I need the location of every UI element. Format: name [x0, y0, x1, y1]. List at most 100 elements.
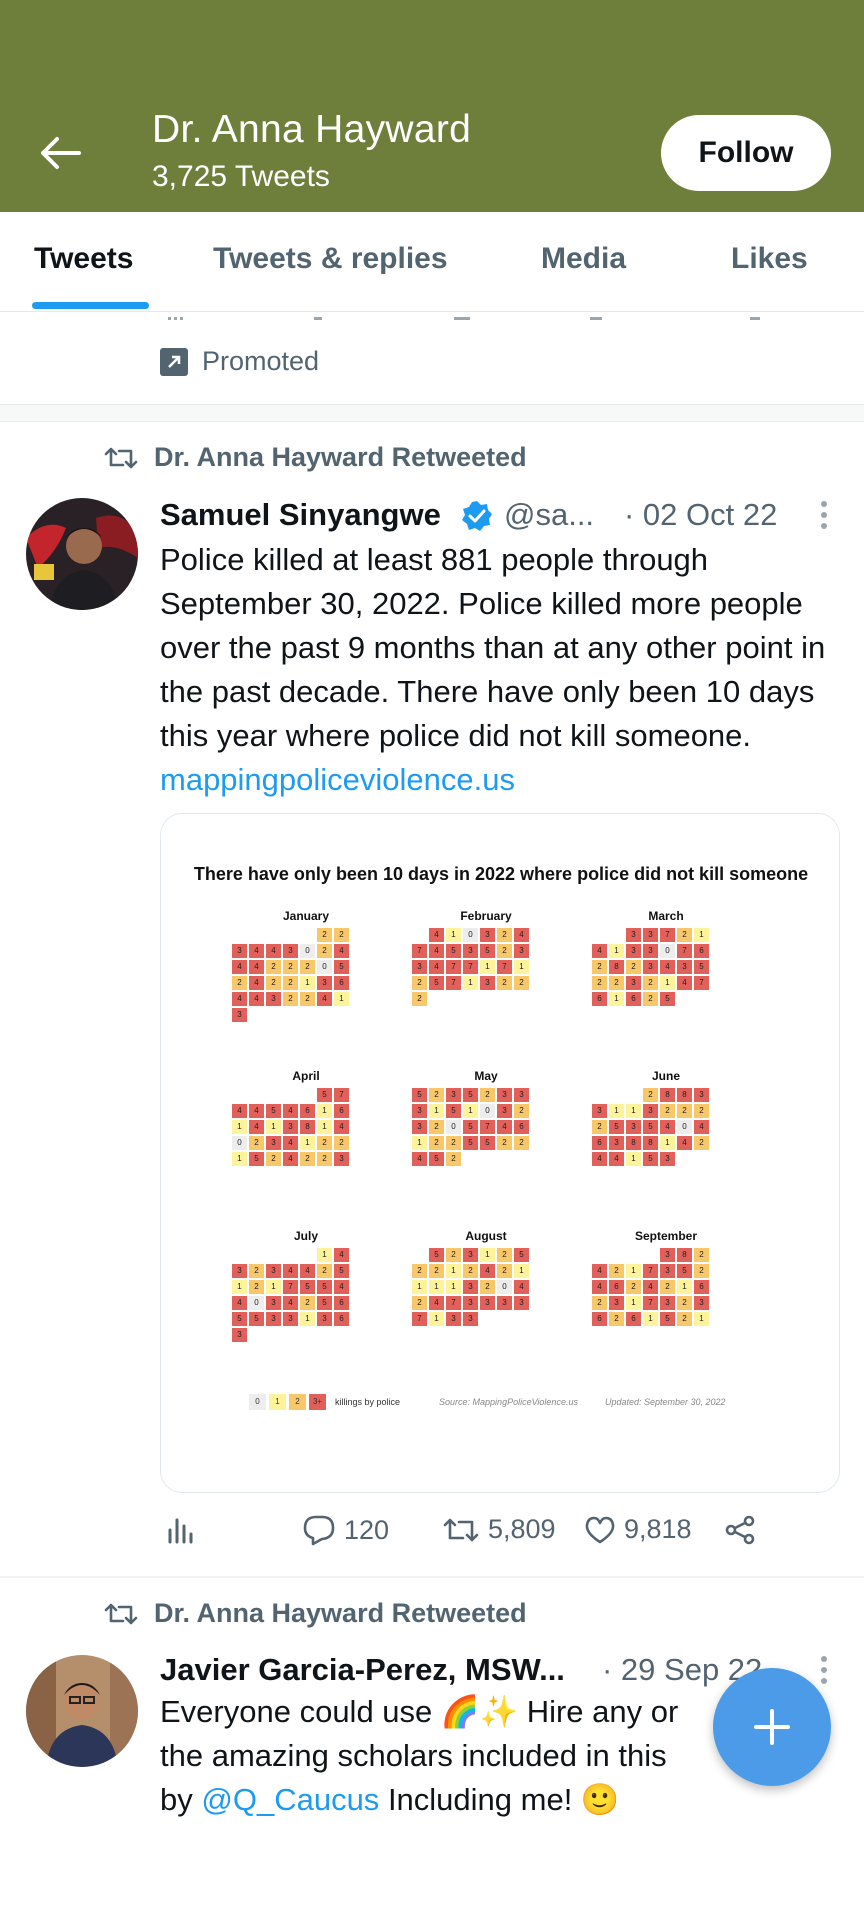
tab-tweets-and-replies[interactable]: Tweets & replies — [213, 242, 448, 275]
share-button[interactable] — [724, 1514, 756, 1546]
like-count: 9,818 — [624, 1514, 692, 1544]
tab-media[interactable]: Media — [541, 242, 627, 275]
day-cell: 3 — [676, 959, 693, 975]
retweet-context: Dr. Anna Hayward Retweeted — [104, 442, 527, 473]
day-cell: 1 — [462, 1103, 479, 1119]
day-cell: 1 — [479, 959, 496, 975]
day-cell: 2 — [608, 975, 625, 991]
month-label: August — [465, 1229, 507, 1243]
day-cell: 1 — [299, 1311, 316, 1327]
day-cell: 3 — [445, 1311, 462, 1327]
more-options-icon[interactable] — [818, 499, 830, 539]
compose-tweet-button[interactable] — [713, 1668, 831, 1786]
day-cell: 3 — [625, 927, 642, 943]
day-cell: 4 — [513, 927, 530, 943]
day-cell: 0 — [496, 1279, 513, 1295]
tweet-actions: 120 5,809 9,818 — [160, 1514, 800, 1554]
day-cell: 5 — [316, 1279, 333, 1295]
day-cell: 2 — [693, 1263, 710, 1279]
day-cell: 2 — [513, 975, 530, 991]
retweet-icon — [104, 447, 138, 468]
retweet-button[interactable]: 5,809 — [442, 1514, 556, 1545]
day-cell: 1 — [659, 1135, 676, 1151]
day-cell: 5 — [231, 1311, 248, 1327]
follow-button[interactable]: Follow — [661, 115, 831, 191]
day-cell: 5 — [693, 959, 710, 975]
like-button[interactable]: 9,818 — [584, 1514, 692, 1545]
day-cell: 3 — [231, 1263, 248, 1279]
day-cell: 2 — [316, 1263, 333, 1279]
day-cell: 1 — [445, 1263, 462, 1279]
day-cell: 2 — [282, 959, 299, 975]
heart-icon — [585, 1516, 615, 1543]
day-cell: 2 — [642, 975, 659, 991]
day-cell: 7 — [445, 975, 462, 991]
day-cell: 5 — [316, 1087, 333, 1103]
day-cell: 2 — [231, 975, 248, 991]
day-cell: 3 — [462, 1247, 479, 1263]
tweet-link[interactable]: mappingpoliceviolence.us — [160, 762, 516, 797]
legend-swatch-1: 1 — [269, 1394, 286, 1410]
day-cell: 5 — [428, 1151, 445, 1167]
tab-likes[interactable]: Likes — [731, 242, 808, 275]
day-cell: 3 — [513, 1295, 530, 1311]
day-cell: 2 — [411, 975, 428, 991]
day-cell: 3 — [282, 1119, 299, 1135]
day-cell: 0 — [659, 943, 676, 959]
day-cell: 5 — [248, 1311, 265, 1327]
day-cell: 2 — [496, 1135, 513, 1151]
day-cell: 1 — [445, 1279, 462, 1295]
day-cell: 5 — [676, 1263, 693, 1279]
day-cell: 2 — [625, 959, 642, 975]
day-cell: 7 — [659, 927, 676, 943]
reply-icon — [303, 1515, 335, 1546]
day-cell: 4 — [248, 1119, 265, 1135]
day-cell: 5 — [462, 1119, 479, 1135]
day-cell: 4 — [659, 959, 676, 975]
tweet-media-card[interactable]: There have only been 10 days in 2022 whe… — [160, 813, 840, 1493]
retweet-icon — [443, 1518, 479, 1541]
month-label: January — [282, 909, 330, 923]
month-label: June — [651, 1069, 680, 1083]
day-cell: 3 — [642, 943, 659, 959]
back-button[interactable] — [30, 128, 90, 178]
tweet-date[interactable]: · 02 Oct 22 — [624, 497, 778, 532]
day-cell: 5 — [513, 1247, 530, 1263]
day-cell: 3 — [231, 943, 248, 959]
day-cell: 2 — [445, 1247, 462, 1263]
day-cell: 8 — [676, 1087, 693, 1103]
day-cell: 1 — [693, 927, 710, 943]
day-cell: 4 — [428, 959, 445, 975]
day-cell: 6 — [625, 1311, 642, 1327]
day-cell: 2 — [411, 1263, 428, 1279]
chart-title: There have only been 10 days in 2022 whe… — [193, 864, 809, 884]
more-options-icon[interactable] — [818, 1654, 830, 1694]
promoted-text: Promoted — [202, 346, 320, 376]
day-cell: 2 — [299, 1295, 316, 1311]
day-cell: 3 — [231, 1007, 248, 1023]
author-name[interactable]: Samuel Sinyangwe — [160, 497, 441, 532]
day-cell: 2 — [496, 943, 513, 959]
day-cell: 4 — [428, 943, 445, 959]
day-cell: 3 — [513, 943, 530, 959]
day-cell: 3 — [282, 1311, 299, 1327]
month-label: May — [474, 1069, 498, 1083]
day-cell: 4 — [316, 991, 333, 1007]
day-cell: 2 — [608, 1263, 625, 1279]
legend-swatch-3plus: 3+ — [309, 1394, 326, 1410]
day-cell: 3 — [265, 1311, 282, 1327]
share-icon — [725, 1515, 755, 1545]
analytics-button[interactable] — [166, 1514, 196, 1544]
day-cell: 2 — [316, 943, 333, 959]
day-cell: 4 — [496, 1119, 513, 1135]
mention-link[interactable]: @Q_Caucus — [201, 1782, 380, 1817]
avatar[interactable] — [26, 498, 138, 610]
author-name[interactable]: Javier Garcia-Perez, MSW... — [160, 1652, 565, 1687]
day-cell: 3 — [411, 1103, 428, 1119]
tab-tweets[interactable]: Tweets — [34, 242, 134, 275]
author-handle[interactable]: @sa... — [504, 497, 595, 532]
day-cell: 4 — [333, 1247, 350, 1263]
day-cell: 4 — [479, 1263, 496, 1279]
avatar[interactable] — [26, 1655, 138, 1767]
reply-button[interactable]: 120 — [302, 1514, 389, 1546]
